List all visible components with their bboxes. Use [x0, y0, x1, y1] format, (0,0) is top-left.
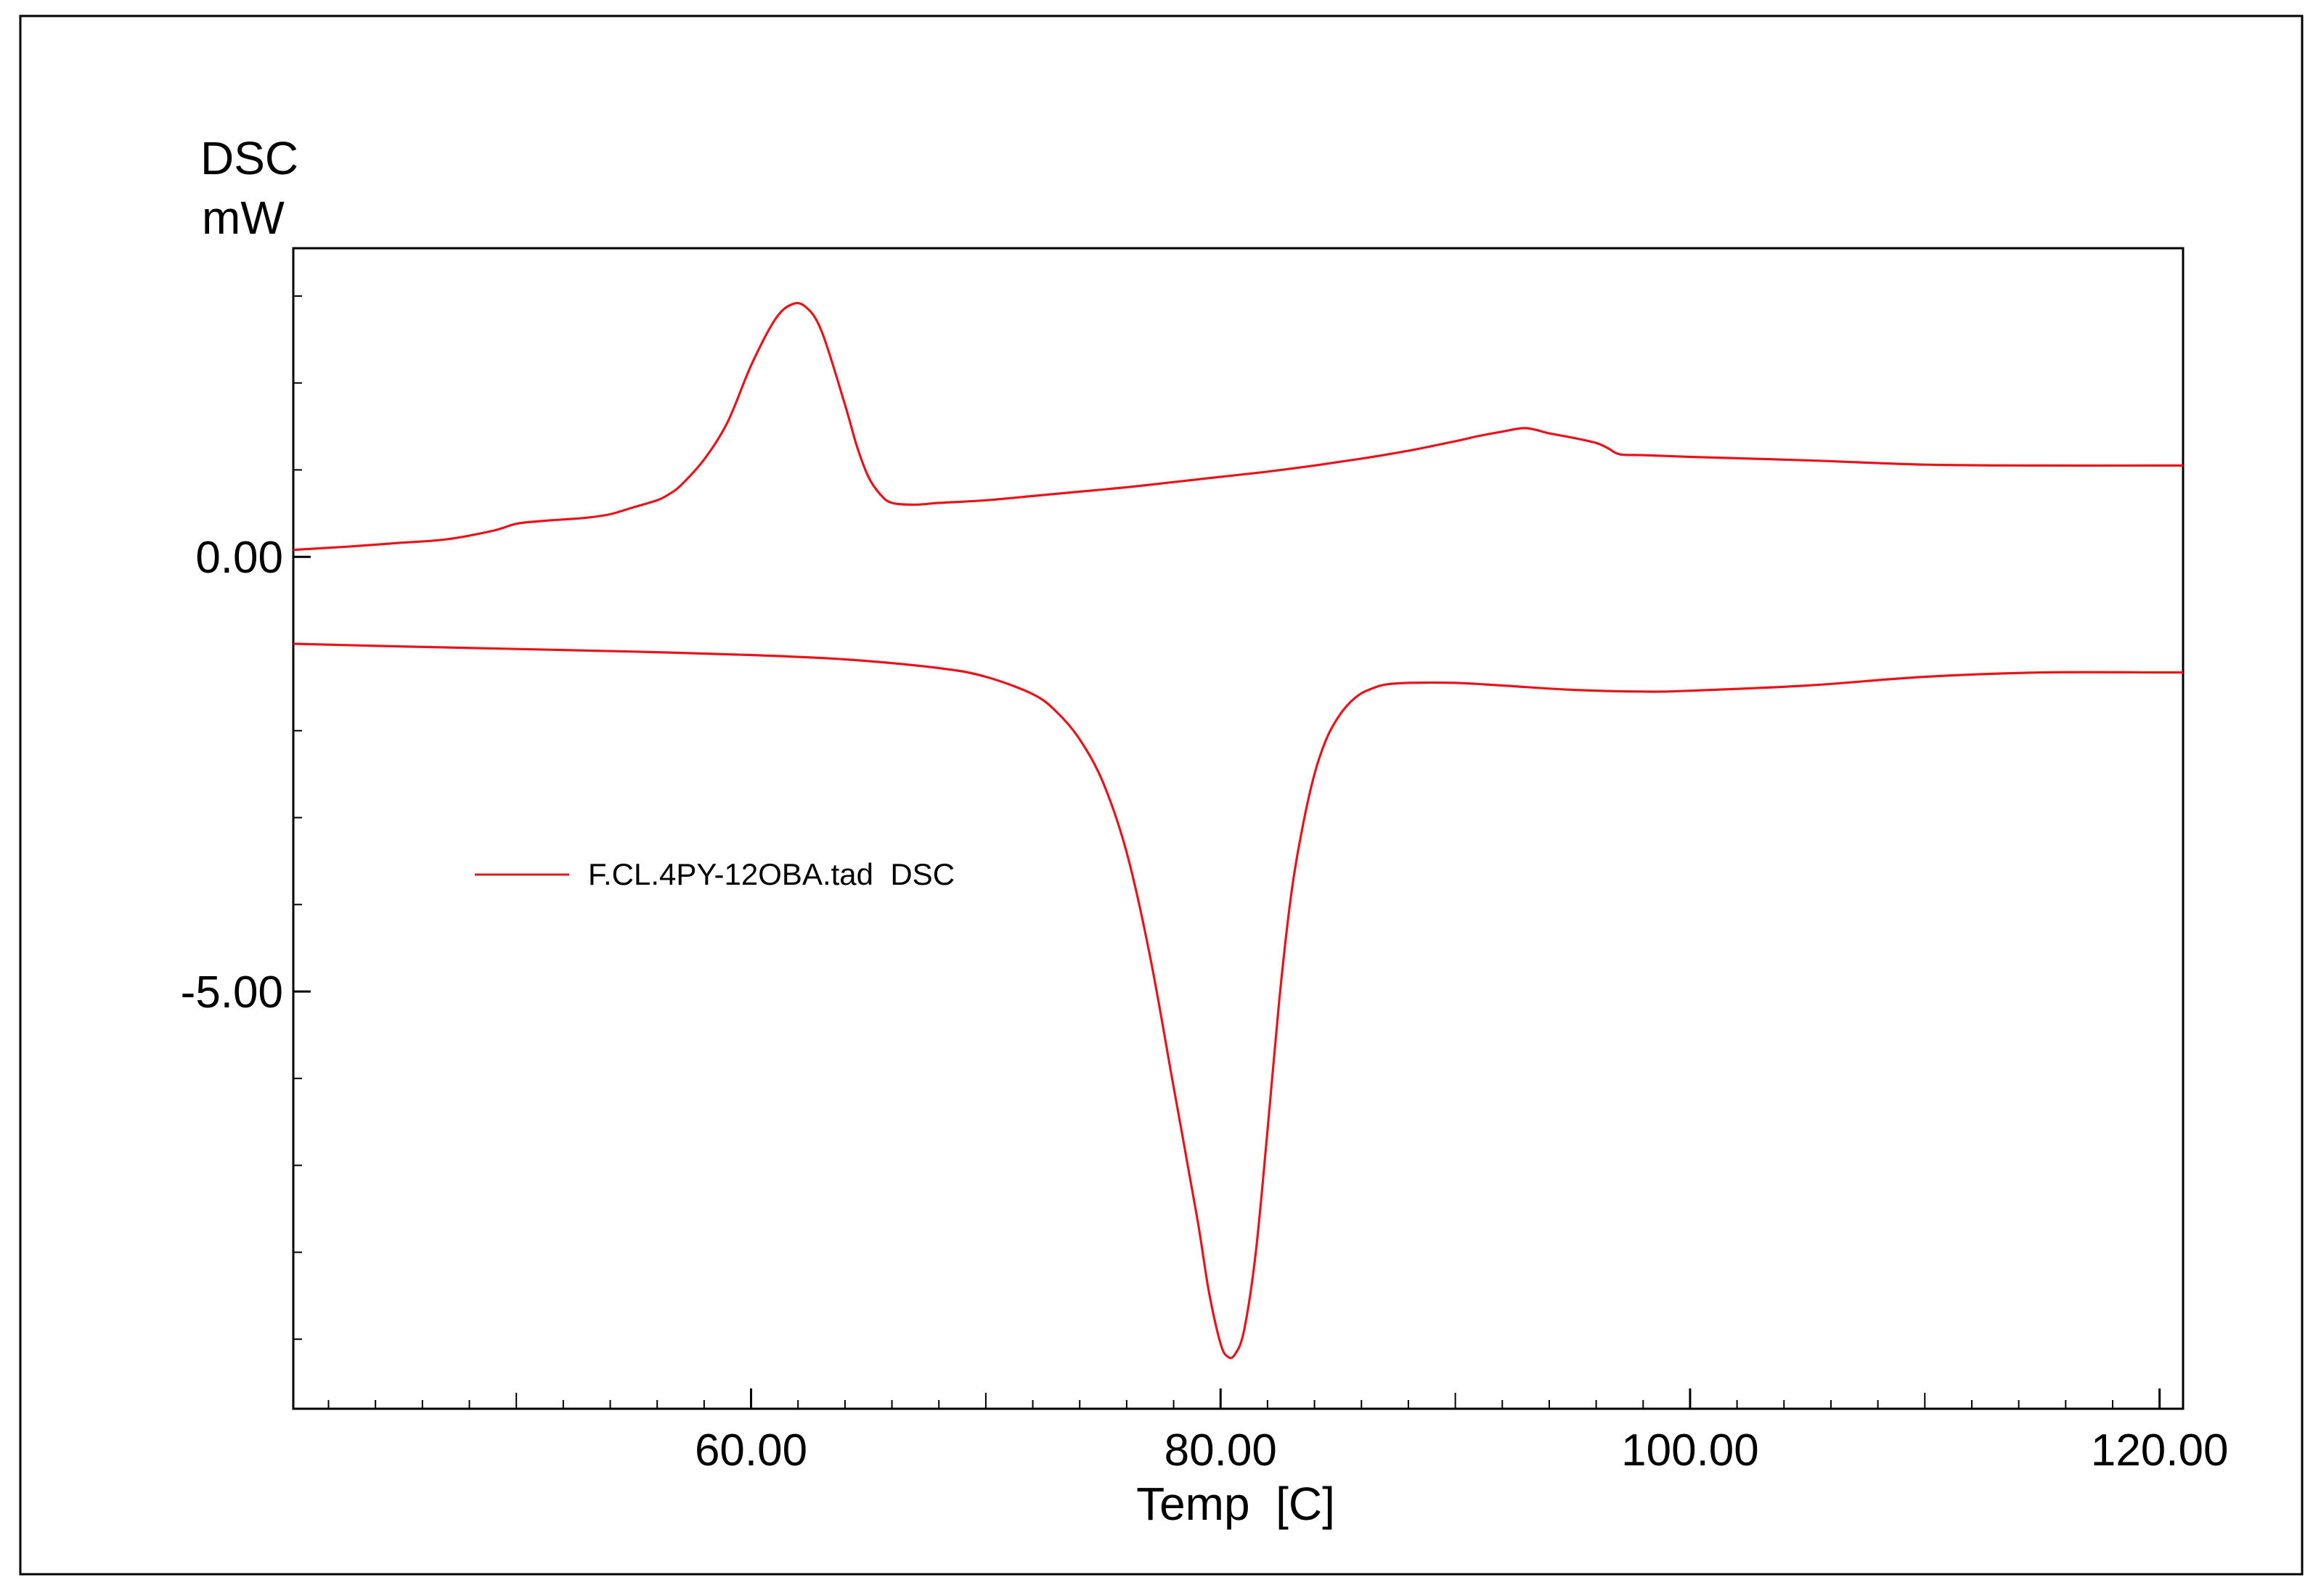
plot-area: [292, 247, 2185, 1410]
minor-ticks: [293, 295, 2113, 1409]
y-axis-unit: mW: [202, 192, 285, 244]
y-tick-label: 0.00: [195, 533, 283, 583]
series-line-cooling: [293, 642, 2183, 1359]
x-tick-label: 60.00: [695, 1425, 807, 1476]
x-axis-title: Temp [C]: [1136, 1478, 1335, 1530]
outer-frame: [19, 15, 2304, 1576]
y-axis-title: DSC: [200, 132, 298, 184]
series-line-heating: [293, 302, 2183, 552]
y-tick-label: -5.00: [181, 967, 283, 1018]
tick-labels: 60.00 80.00 100.00 120.00 0.00 -5.00: [181, 533, 2229, 1476]
x-tick-label: 120.00: [2091, 1425, 2229, 1476]
x-tick-label: 80.00: [1164, 1425, 1277, 1476]
legend: F.CL.4PY-12OBA.tad DSC: [475, 857, 955, 891]
major-ticks: [293, 555, 2161, 1409]
legend-label: F.CL.4PY-12OBA.tad DSC: [588, 857, 955, 891]
series-lines: [293, 302, 2183, 1359]
x-tick-label: 100.00: [1621, 1425, 1759, 1476]
